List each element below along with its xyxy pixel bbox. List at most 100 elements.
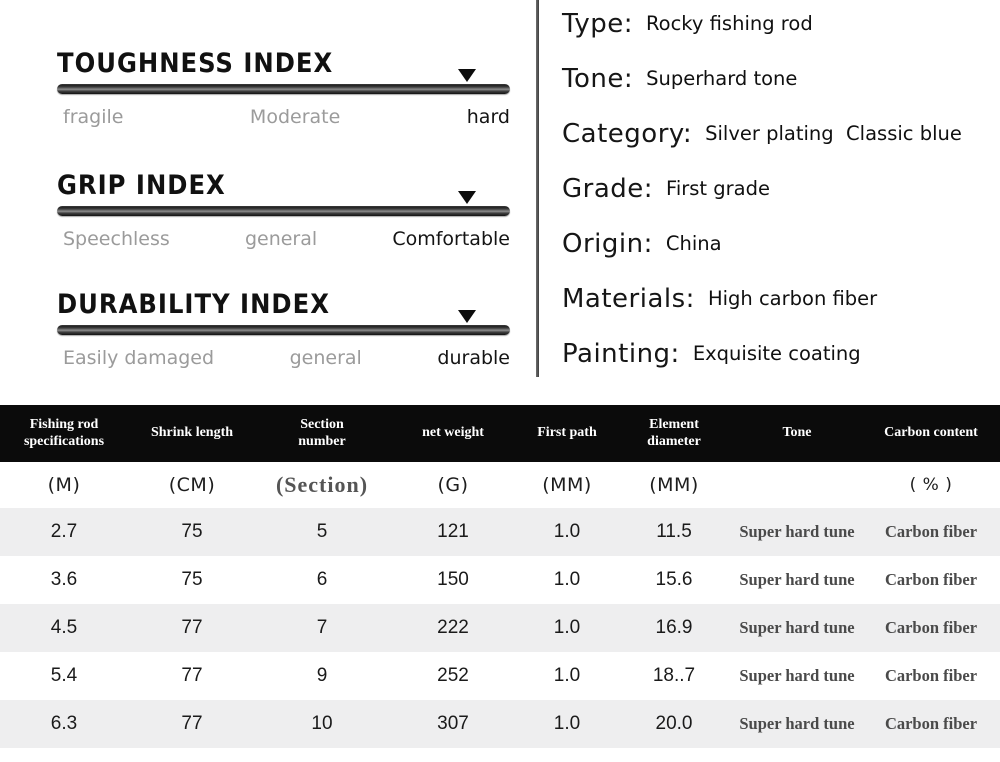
column-header: Tone	[782, 425, 812, 441]
scale-label-low: Easily damaged	[63, 347, 215, 370]
table-cell: 75	[181, 569, 203, 590]
grip-index-group: GRIP INDEX Speechless general Comfortabl…	[57, 170, 510, 250]
attribute-row-type: Type: Rocky fishing rod	[562, 0, 1000, 51]
column-header: Fishing rod specifications	[23, 416, 105, 449]
column-header: Section number	[298, 416, 346, 449]
table-cell: Super hard tune	[739, 714, 855, 733]
meter-bar	[57, 206, 510, 217]
table-cell: Super hard tune	[739, 618, 855, 637]
column-header: Carbon content	[884, 425, 978, 441]
attribute-value: High carbon fiber	[707, 287, 878, 310]
attribute-row-grade: Grade: First grade	[562, 161, 1000, 216]
table-cell: 252	[437, 665, 469, 686]
table-row: 3.6 75 6 150 1.0 15.6 Super hard tune Carbon fi…	[0, 556, 1000, 604]
vertical-divider	[536, 0, 539, 377]
column-header: Element diameter	[647, 416, 701, 449]
table-cell: Carbon fiber	[884, 522, 978, 541]
attribute-label: Grade:	[562, 173, 654, 204]
product-attributes: Type: Rocky fishing rod Tone: Superhard …	[562, 0, 1000, 381]
table-cell: Super hard tune	[739, 522, 855, 541]
table-cell: 1.0	[553, 713, 581, 734]
table-cell: Carbon fiber	[884, 666, 978, 685]
table-cell: 150	[437, 569, 469, 590]
attribute-value: First grade	[666, 177, 770, 200]
triangle-marker-icon	[458, 310, 476, 324]
scale-label-low: fragile	[63, 106, 124, 129]
unit-cell: (G)	[437, 474, 469, 496]
unit-cell: (M)	[47, 474, 81, 496]
toughness-index-title: TOUGHNESS INDEX	[57, 48, 334, 79]
attribute-value: China	[665, 232, 722, 255]
triangle-marker-icon	[458, 191, 476, 205]
attribute-row-category: Category: Silver plating Classic blue	[562, 106, 1000, 161]
meter-bar	[57, 84, 510, 95]
table-cell: Carbon fiber	[884, 570, 978, 589]
table-row: 4.5 77 7 222 1.0 16.9 Super hard tune Carbon fi…	[0, 604, 1000, 652]
table-cell: 6.3	[50, 713, 78, 734]
unit-cell: ( % )	[909, 475, 953, 495]
durability-index-group: DURABILITY INDEX Easily damaged general …	[57, 289, 510, 369]
grip-index-bar	[57, 191, 510, 217]
table-cell: 77	[181, 665, 203, 686]
attribute-value: Rocky fishing rod	[645, 12, 813, 35]
column-header: net weight	[422, 425, 484, 441]
column-header: Shrink length	[150, 425, 234, 441]
table-cell: Super hard tune	[739, 570, 855, 589]
toughness-index-bar	[57, 69, 510, 95]
table-cell: 5.4	[50, 665, 78, 686]
unit-cell: (Section)	[275, 472, 369, 497]
attribute-label: Type:	[562, 8, 633, 39]
scale-label-low: Speechless	[63, 228, 170, 251]
table-cell: 121	[437, 521, 469, 542]
toughness-index-labels: fragile Moderate hard	[57, 106, 510, 128]
attribute-label: Tone:	[562, 63, 634, 94]
table-cell: Carbon fiber	[884, 618, 978, 637]
toughness-index-group: TOUGHNESS INDEX fragile Moderate hard	[57, 48, 510, 128]
table-cell: 5	[316, 521, 328, 542]
table-row: 2.7 75 5 121 1.0 11.5 Super hard tune Carbon fi…	[0, 508, 1000, 556]
meter-bar	[57, 325, 510, 336]
durability-index-labels: Easily damaged general durable	[57, 347, 510, 369]
unit-cell: (MM)	[542, 474, 592, 496]
table-cell: 10	[311, 713, 333, 734]
grip-index-title: GRIP INDEX	[57, 170, 226, 201]
durability-index-title: DURABILITY INDEX	[57, 289, 330, 320]
table-cell: Super hard tune	[739, 666, 855, 685]
table-cell: 307	[437, 713, 469, 734]
attribute-label: Category:	[562, 118, 693, 149]
scale-label-high: hard	[466, 106, 510, 129]
scale-label-mid: general	[244, 228, 318, 251]
attribute-label: Origin:	[562, 228, 653, 259]
unit-cell: (CM)	[168, 474, 216, 496]
table-cell: 15.6	[655, 569, 693, 590]
table-cell: 75	[181, 521, 203, 542]
attribute-row-painting: Painting: Exquisite coating	[562, 326, 1000, 381]
unit-cell: (MM)	[649, 474, 699, 496]
grip-index-labels: Speechless general Comfortable	[57, 228, 510, 250]
table-cell: 11.5	[656, 521, 692, 542]
table-cell: 16.9	[655, 617, 693, 638]
table-cell: 1.0	[553, 569, 581, 590]
table-cell: 4.5	[50, 617, 78, 638]
table-header-row: Fishing rod specifications Shrink length S…	[0, 405, 1000, 462]
durability-index-bar	[57, 310, 510, 336]
column-header: First path	[537, 425, 597, 441]
table-cell: 7	[316, 617, 328, 638]
table-cell: Carbon fiber	[884, 714, 978, 733]
attribute-row-tone: Tone: Superhard tone	[562, 51, 1000, 106]
table-cell: 1.0	[553, 521, 581, 542]
table-cell: 222	[437, 617, 469, 638]
spec-table: Fishing rod specifications Shrink length S…	[0, 405, 1000, 748]
attribute-label: Painting:	[562, 338, 680, 369]
table-cell: 9	[316, 665, 328, 686]
table-cell: 77	[181, 617, 203, 638]
table-units-row: (M) (CM) (Section) (G) (MM) (MM) ( % )	[0, 462, 1000, 508]
table-cell: 18..7	[652, 665, 696, 686]
top-section: TOUGHNESS INDEX fragile Moderate hard GR…	[57, 0, 1000, 381]
attribute-value: Exquisite coating	[692, 342, 861, 365]
table-cell: 6	[316, 569, 328, 590]
scale-label-high: durable	[437, 347, 510, 370]
table-cell: 1.0	[553, 665, 581, 686]
attribute-row-materials: Materials: High carbon fiber	[562, 271, 1000, 326]
